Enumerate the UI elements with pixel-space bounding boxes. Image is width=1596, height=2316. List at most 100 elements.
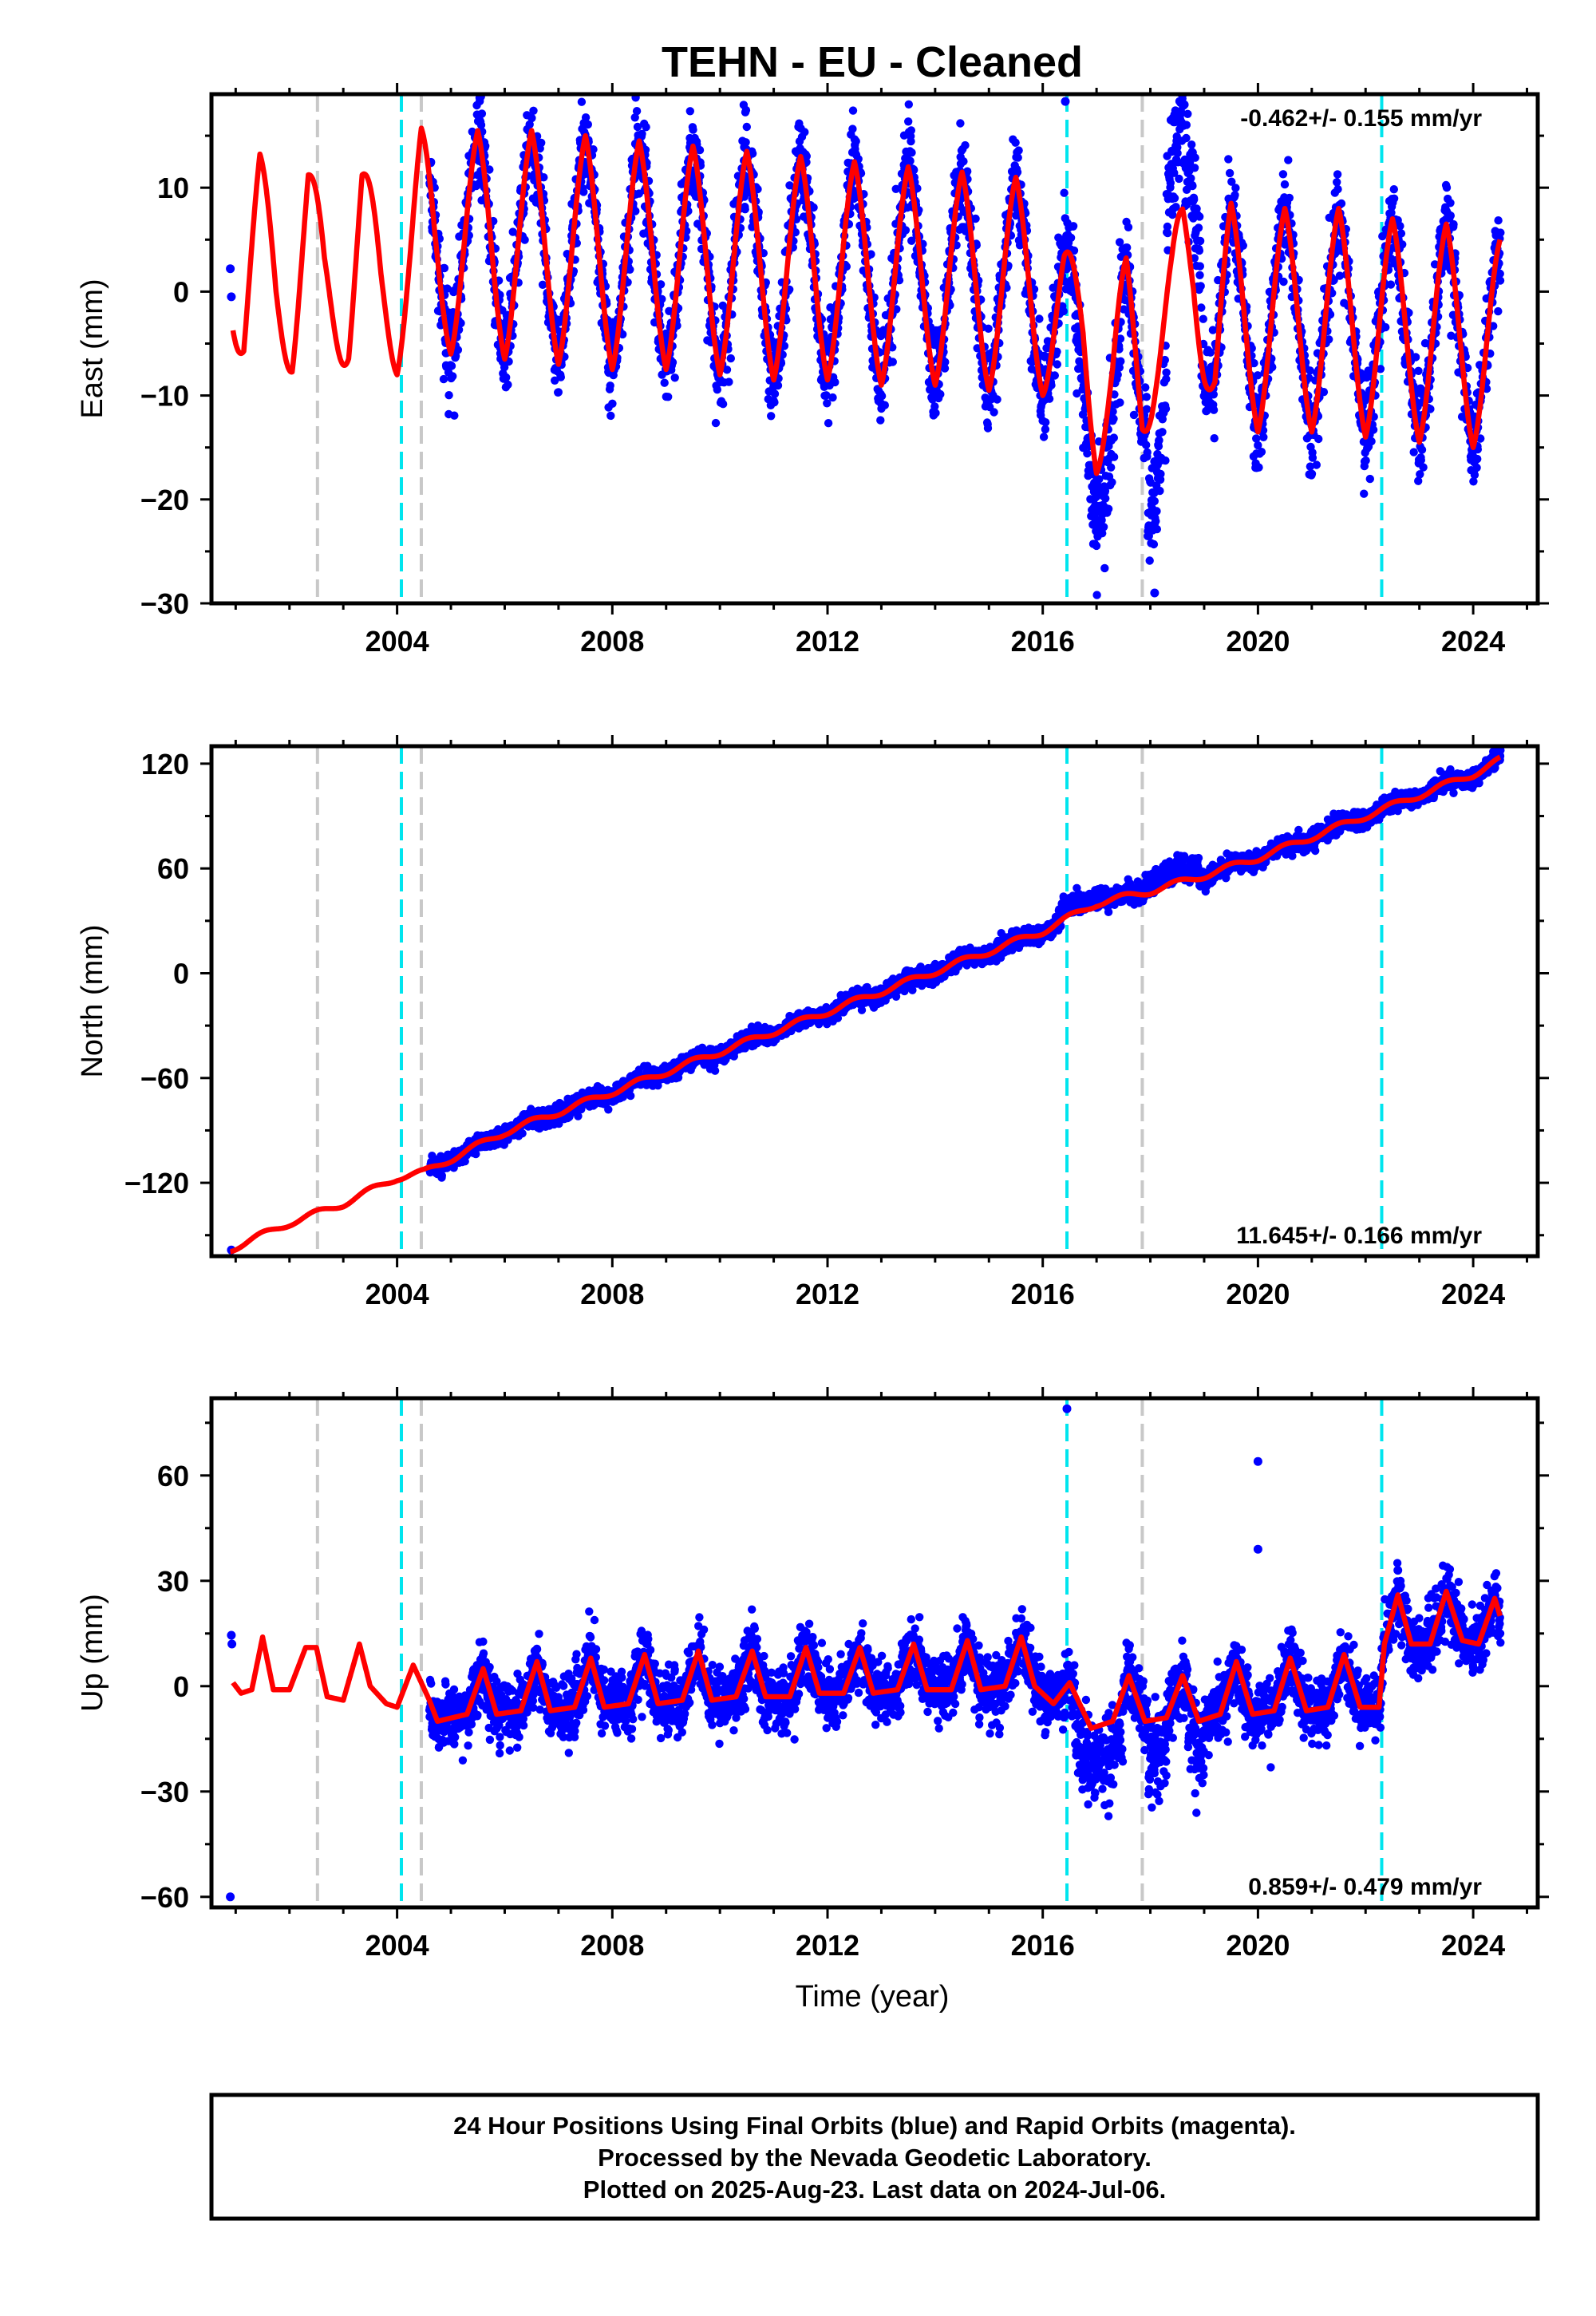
east-data-point [1446, 199, 1455, 207]
east-data-point [1149, 539, 1159, 549]
east-data-point [1360, 489, 1369, 498]
east-data-point [660, 378, 669, 387]
east-data-point [1123, 243, 1132, 252]
east-data-point [583, 81, 591, 89]
east-data-point [722, 366, 732, 374]
east-data-point [606, 381, 614, 390]
east-data-point [1389, 194, 1399, 203]
east-data-point [1060, 188, 1069, 197]
east-data-point [476, 121, 486, 129]
east-data-point [1386, 280, 1396, 289]
east-data-point [1183, 109, 1192, 118]
east-data-point [1156, 486, 1164, 496]
east-data-point [1279, 277, 1288, 287]
east-x-tick-label: 2016 [1011, 625, 1075, 658]
east-data-point [984, 324, 993, 333]
east-data-point [1170, 194, 1179, 203]
east-data-point [1142, 441, 1151, 449]
east-data-point [447, 362, 456, 370]
east-data-point [822, 391, 831, 400]
east-y-tick-label: −30 [140, 587, 189, 620]
east-x-tick-label: 2012 [796, 625, 859, 658]
east-data-point [1083, 449, 1092, 458]
east-outlier-point [226, 264, 235, 274]
east-data-point [448, 372, 457, 381]
east-data-point [589, 145, 598, 154]
east-data-point [1116, 357, 1125, 366]
east-data-point [1050, 371, 1060, 380]
east-data-point [842, 262, 851, 271]
east-data-point [520, 235, 529, 244]
east-data-point [1053, 360, 1062, 369]
east-data-point [477, 109, 487, 118]
east-data-point [1210, 434, 1219, 443]
east-data-point [1108, 478, 1116, 487]
east-data-point [1312, 460, 1321, 469]
east-data-point [1442, 183, 1452, 192]
east-data-point [1254, 463, 1263, 472]
east-data-point [907, 236, 916, 245]
east-data-point [851, 136, 860, 146]
east-data-point [529, 106, 538, 115]
east-outlier-point [1150, 588, 1159, 598]
east-data-point [940, 364, 950, 373]
east-data-point [741, 105, 751, 115]
east-data-point [579, 188, 588, 196]
east-model-line [230, 125, 1503, 476]
east-data-point [941, 358, 950, 366]
east-data-point [1152, 524, 1162, 534]
east-data-point [1142, 405, 1152, 413]
east-data-point [931, 409, 940, 417]
east-data-point [1101, 494, 1110, 503]
east-data-point [1197, 303, 1206, 312]
east-data-point [1280, 180, 1290, 189]
east-data-point [1113, 370, 1122, 379]
east-data-point [443, 284, 452, 293]
east-data-point [1100, 563, 1109, 573]
east-data-point [1419, 463, 1428, 472]
east-data-point [1173, 148, 1182, 158]
east-y-tick-label: −10 [140, 380, 189, 413]
east-data-point [1369, 425, 1378, 434]
east-data-point [741, 138, 750, 147]
north-data-points [227, 746, 1505, 1255]
east-data-point [877, 392, 887, 401]
east-data-point [888, 358, 898, 366]
east-data-point [1195, 236, 1205, 246]
east-data-point [539, 173, 548, 182]
east-data-point [876, 416, 885, 425]
east-data-point [1259, 433, 1268, 441]
north-data-point [518, 1129, 527, 1138]
east-data-point [907, 126, 916, 135]
east-data-point [773, 381, 783, 390]
east-data-point [780, 342, 789, 350]
east-data-point [1284, 156, 1293, 164]
east-data-point [1104, 504, 1113, 513]
east-data-point [1013, 153, 1022, 162]
east-data-point [1209, 405, 1219, 414]
east-data-point [626, 265, 634, 274]
east-data-point [1473, 454, 1482, 464]
east-data-point [983, 424, 993, 433]
east-data-point [1308, 453, 1317, 462]
east-data-point [1182, 121, 1191, 129]
east-data-point [824, 419, 833, 428]
east-data-point [1195, 212, 1204, 221]
east-data-point [685, 107, 694, 116]
east-data-point [961, 140, 970, 150]
east-data-point [1045, 394, 1054, 403]
chart-title: TEHN - EU - Cleaned [662, 38, 1083, 86]
east-data-point [632, 107, 642, 116]
east-data-point [936, 389, 945, 399]
east-data-point [656, 280, 666, 289]
east-data-point [1162, 368, 1171, 377]
east-data-point [711, 418, 721, 428]
east-data-point [1092, 541, 1101, 551]
east-data-point [485, 165, 494, 174]
east-data-point [930, 402, 939, 411]
east-data-point [631, 207, 640, 215]
east-data-point [867, 250, 875, 259]
east-data-point [1195, 271, 1204, 279]
east-y-axis-label: East (mm) [76, 279, 109, 418]
